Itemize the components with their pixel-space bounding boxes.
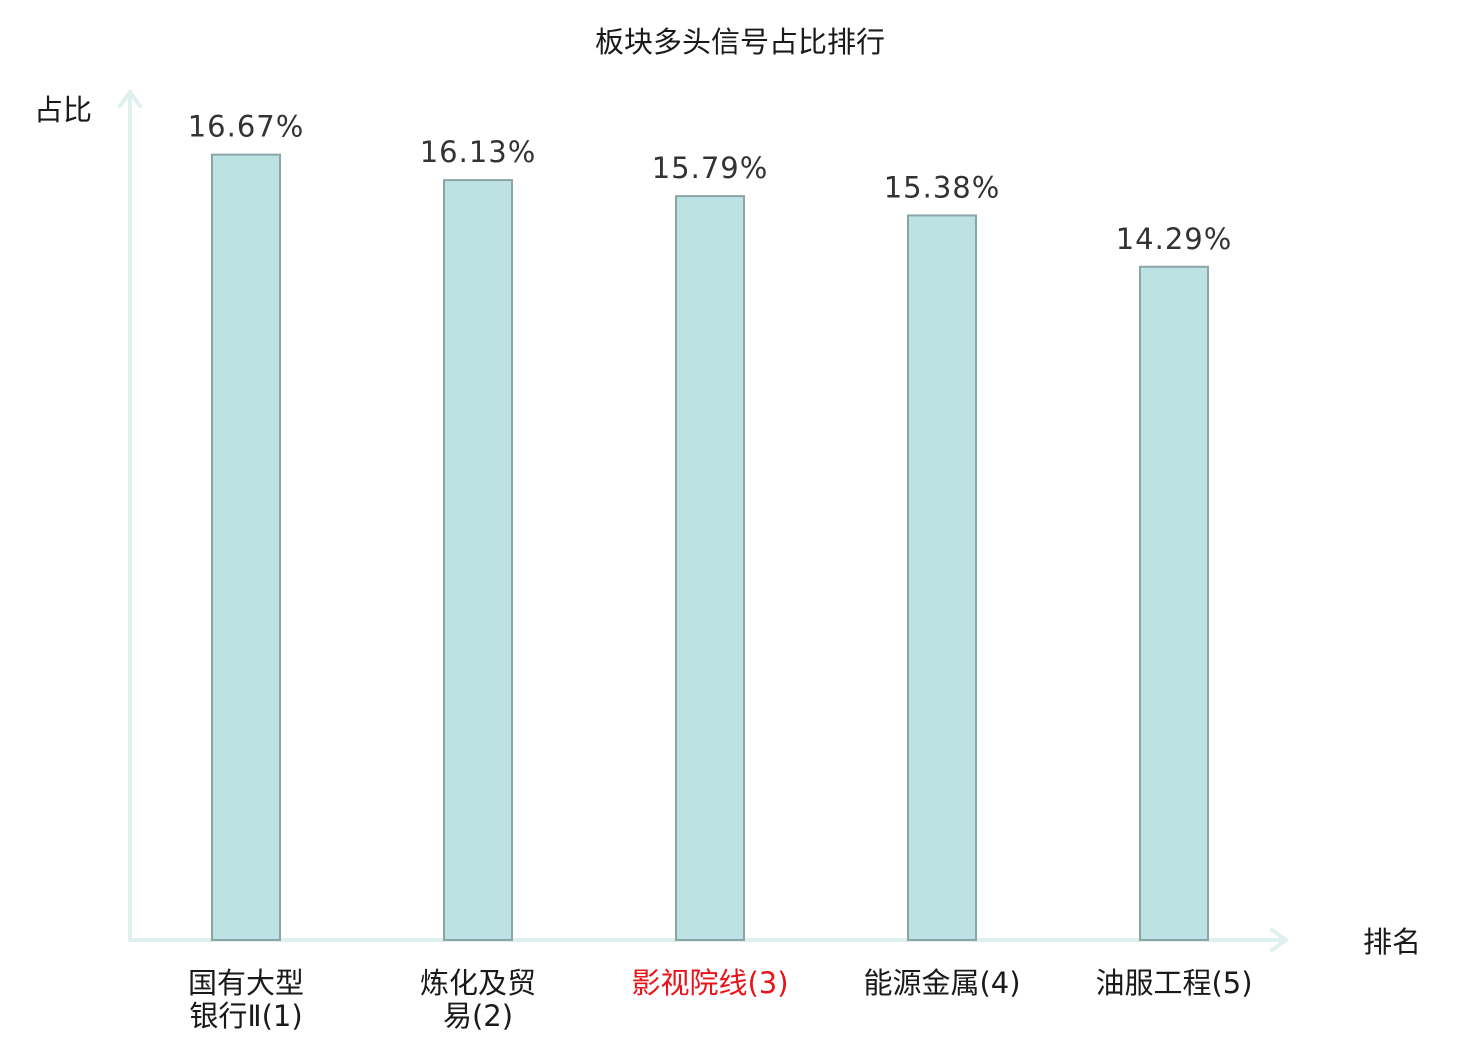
bar-1 [211,153,281,941]
data-labels: 16.67% 16.13% 15.79% 15.38% 14.29% [188,110,1233,256]
category-label-line: 影视院线(3) [631,966,788,1000]
category-label-line: 能源金属(4) [863,966,1020,1000]
category-label-line: 银行Ⅱ(1) [189,999,302,1033]
y-axis-arrow [118,90,142,108]
data-label-1: 16.67% [188,110,305,144]
x-axis-arrow [1270,928,1288,952]
data-label-3: 15.79% [652,151,769,185]
bars [211,153,1209,942]
category-label-line: 油服工程(5) [1095,966,1252,1000]
chart-title: 板块多头信号占比排行 [595,25,885,59]
category-label-4: 能源金属(4) [863,966,1020,1000]
category-label-line: 炼化及贸 [420,966,536,1000]
data-label-4: 15.38% [884,170,1001,204]
bar-2 [443,179,513,941]
data-label-2: 16.13% [420,135,537,169]
category-label-2: 炼化及贸易(2) [420,966,536,1033]
y-axis-label: 占比 [34,93,92,127]
bar-3 [675,195,745,942]
bar-4 [907,214,977,942]
category-label-3: 影视院线(3) [631,966,788,1000]
bar-5 [1139,265,1209,941]
category-label-line: 国有大型 [188,966,304,1000]
data-label-5: 14.29% [1116,222,1233,256]
category-label-line: 易(2) [443,999,513,1033]
category-label-5: 油服工程(5) [1095,966,1252,1000]
category-labels: 国有大型银行Ⅱ(1) 炼化及贸易(2) 影视院线(3) 能源金属(4) 油服工程(5) [188,966,1253,1033]
category-label-1: 国有大型银行Ⅱ(1) [188,966,304,1033]
x-axis-label: 排名 [1363,925,1421,959]
